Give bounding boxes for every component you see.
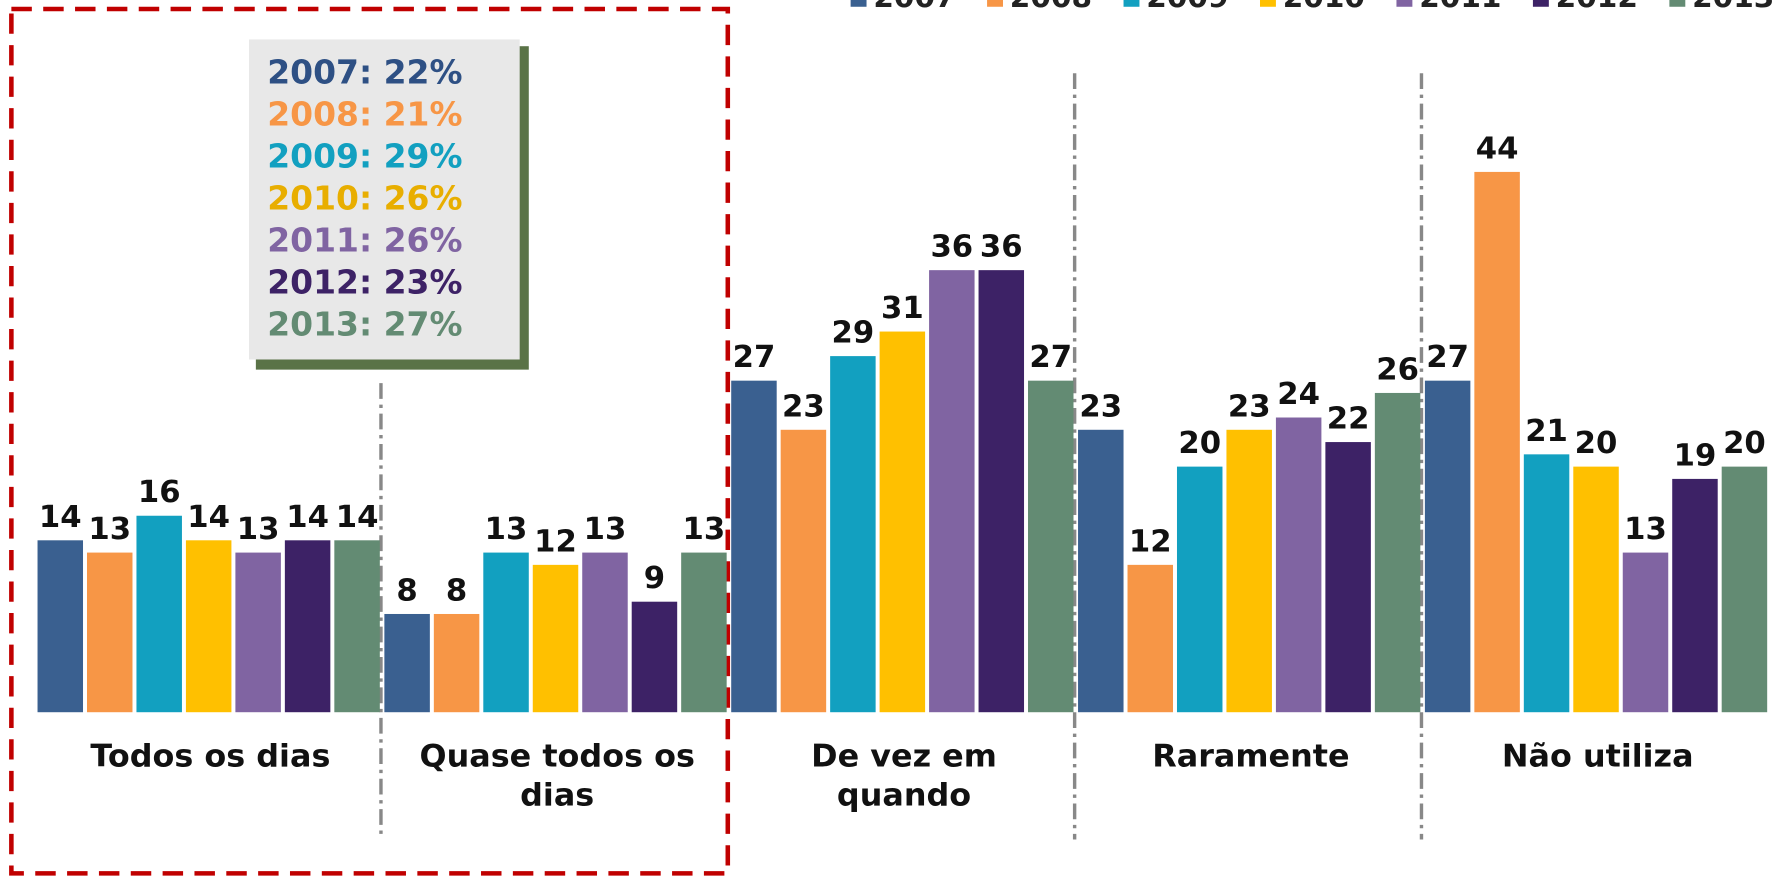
value-label: 9 bbox=[644, 561, 665, 596]
value-label: 14 bbox=[39, 500, 82, 535]
annotation-text: 2012: 23% bbox=[267, 264, 462, 302]
x-tick-label: Não utiliza bbox=[1502, 738, 1694, 774]
legend-swatch bbox=[1396, 0, 1413, 7]
bar bbox=[532, 564, 579, 713]
bar bbox=[334, 540, 380, 713]
bar bbox=[1523, 454, 1570, 713]
value-label: 8 bbox=[396, 574, 417, 609]
legend-label: 2012 bbox=[1556, 0, 1638, 14]
bar bbox=[1622, 552, 1669, 713]
bar bbox=[1275, 417, 1322, 713]
bar bbox=[1672, 478, 1718, 713]
bar bbox=[731, 380, 777, 713]
value-label: 19 bbox=[1674, 439, 1717, 474]
bar bbox=[681, 552, 727, 713]
annotation-text: 2011: 26% bbox=[267, 222, 462, 260]
bar bbox=[1226, 429, 1272, 713]
bar bbox=[631, 601, 678, 713]
value-label: 23 bbox=[782, 389, 825, 424]
legend-swatch bbox=[1259, 0, 1276, 7]
legend-swatch bbox=[987, 0, 1003, 7]
value-label: 13 bbox=[237, 512, 280, 547]
x-tick-label: De vez em quando bbox=[811, 738, 997, 813]
bar bbox=[1721, 466, 1768, 713]
legend-swatch bbox=[1532, 0, 1549, 7]
value-label: 14 bbox=[187, 500, 230, 535]
bar bbox=[136, 515, 182, 713]
legend-label: 2013 bbox=[1692, 0, 1774, 14]
bar bbox=[483, 552, 529, 713]
value-label: 8 bbox=[446, 574, 467, 609]
value-label: 27 bbox=[1426, 340, 1469, 375]
legend-label: 2007 bbox=[873, 0, 955, 14]
bar bbox=[1078, 429, 1124, 713]
value-label: 36 bbox=[930, 230, 973, 265]
legend-label: 2008 bbox=[1010, 0, 1092, 14]
value-label: 20 bbox=[1178, 426, 1221, 461]
bar bbox=[830, 356, 876, 713]
highlight-box bbox=[9, 6, 731, 876]
annotation-text: 2007: 22% bbox=[267, 54, 462, 92]
value-label: 22 bbox=[1327, 402, 1370, 437]
bar bbox=[433, 613, 480, 713]
legend-label: 2009 bbox=[1146, 0, 1228, 14]
value-label: 27 bbox=[1029, 340, 1072, 375]
value-label: 13 bbox=[1624, 512, 1667, 547]
value-label: 23 bbox=[1228, 389, 1271, 424]
legend-swatch bbox=[1669, 0, 1686, 7]
value-label: 36 bbox=[980, 230, 1023, 265]
annotation-box bbox=[249, 39, 520, 360]
value-label: 14 bbox=[286, 500, 329, 535]
legend-label: 2010 bbox=[1283, 0, 1365, 14]
bar bbox=[235, 552, 281, 713]
annotation-text: 2013: 27% bbox=[267, 306, 462, 344]
value-label: 23 bbox=[1079, 389, 1122, 424]
value-label: 20 bbox=[1723, 426, 1766, 461]
value-label: 14 bbox=[336, 500, 379, 535]
bar bbox=[384, 613, 430, 713]
value-label: 31 bbox=[881, 291, 924, 326]
value-label: 27 bbox=[733, 340, 776, 375]
value-label: 20 bbox=[1575, 426, 1618, 461]
value-label: 13 bbox=[88, 512, 131, 547]
value-label: 12 bbox=[1129, 524, 1172, 559]
bar bbox=[185, 540, 232, 713]
annotation-text: 2009: 29% bbox=[267, 138, 462, 176]
value-label: 29 bbox=[832, 316, 875, 351]
value-label: 16 bbox=[138, 475, 181, 510]
bar bbox=[1127, 564, 1174, 713]
legend-swatch bbox=[1123, 0, 1140, 7]
bar bbox=[1325, 442, 1371, 713]
value-label: 24 bbox=[1277, 377, 1320, 412]
x-tick-label: Todos os dias bbox=[90, 738, 330, 774]
bar bbox=[1424, 380, 1471, 713]
bar bbox=[1176, 466, 1223, 713]
bar bbox=[879, 331, 926, 713]
bar bbox=[1573, 466, 1619, 713]
value-label: 13 bbox=[485, 512, 528, 547]
x-tick-label: Quase todos os dias bbox=[420, 738, 695, 813]
bar bbox=[582, 552, 628, 713]
value-label: 13 bbox=[683, 512, 726, 547]
bar bbox=[37, 540, 84, 713]
bar bbox=[1374, 392, 1421, 713]
x-tick-label: Raramente bbox=[1152, 738, 1349, 774]
bar bbox=[1474, 171, 1520, 713]
bar bbox=[284, 540, 331, 713]
bar bbox=[1028, 380, 1074, 713]
value-label: 44 bbox=[1476, 132, 1519, 167]
annotation-text: 2008: 21% bbox=[267, 96, 462, 134]
bar bbox=[929, 270, 975, 713]
value-label: 12 bbox=[534, 524, 577, 559]
value-label: 13 bbox=[584, 512, 627, 547]
annotation-text: 2010: 26% bbox=[267, 180, 462, 218]
bar bbox=[978, 270, 1025, 713]
value-label: 21 bbox=[1525, 414, 1568, 449]
legend-swatch bbox=[850, 0, 867, 7]
legend-label: 2011 bbox=[1419, 0, 1501, 14]
value-label: 26 bbox=[1376, 353, 1419, 388]
bar bbox=[780, 429, 827, 713]
bar bbox=[86, 552, 133, 713]
